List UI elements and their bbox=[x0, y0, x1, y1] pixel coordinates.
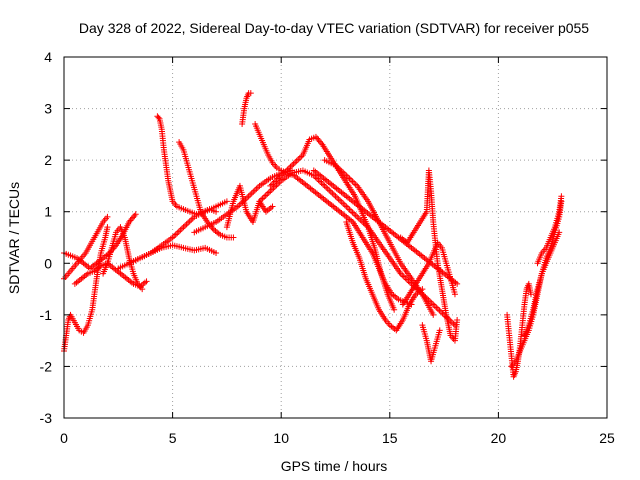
series-arc17 bbox=[321, 157, 437, 318]
series-arc18 bbox=[343, 219, 426, 334]
x-tick-label: 0 bbox=[60, 430, 68, 446]
data-point bbox=[558, 193, 565, 200]
data-point bbox=[454, 280, 461, 287]
data-point bbox=[419, 286, 426, 293]
x-tick-label: 10 bbox=[273, 430, 289, 446]
data-point bbox=[132, 211, 139, 218]
x-tick-label: 20 bbox=[491, 430, 507, 446]
data-point bbox=[527, 291, 534, 298]
y-tick-label: 4 bbox=[44, 49, 52, 65]
data-point bbox=[247, 90, 254, 97]
series-arc19 bbox=[397, 167, 461, 344]
series-arc25 bbox=[534, 193, 565, 267]
x-axis-label: GPS time / hours bbox=[281, 458, 388, 474]
chart-title: Day 328 of 2022, Sidereal Day-to-day VTE… bbox=[79, 20, 589, 36]
x-tick-label: 15 bbox=[382, 430, 398, 446]
series-arc11 bbox=[223, 182, 276, 231]
data-point bbox=[213, 249, 220, 256]
data-point bbox=[454, 317, 461, 324]
data-point bbox=[269, 203, 276, 210]
series-arc12 bbox=[239, 90, 254, 128]
x-tick-label: 5 bbox=[169, 430, 177, 446]
data-point bbox=[430, 311, 437, 318]
plot-frame bbox=[63, 56, 608, 419]
y-tick-label: -2 bbox=[40, 358, 53, 374]
series-arc5 bbox=[100, 224, 146, 293]
series-arc8 bbox=[154, 113, 220, 218]
series-arc14 bbox=[267, 133, 398, 313]
y-tick-label: -3 bbox=[40, 410, 53, 426]
data-point bbox=[391, 306, 398, 313]
data-point bbox=[155, 114, 162, 121]
y-tick-label: 0 bbox=[44, 255, 52, 271]
data-point bbox=[139, 286, 146, 293]
data-point bbox=[436, 327, 443, 334]
data-point bbox=[223, 198, 230, 205]
series-arc21 bbox=[419, 322, 443, 365]
axis-ticks bbox=[63, 56, 608, 419]
data-points bbox=[61, 90, 565, 380]
data-point bbox=[230, 234, 237, 241]
y-tick-label: 1 bbox=[44, 204, 52, 220]
data-point bbox=[143, 278, 150, 285]
series-arc24 bbox=[521, 229, 563, 339]
y-axis-label: SDTVAR / TECUs bbox=[6, 182, 22, 294]
data-point bbox=[213, 208, 220, 215]
data-point bbox=[556, 229, 563, 236]
data-point bbox=[451, 291, 458, 298]
tick-labels: 0 5 10 15 20 25 -3 -2 -1 0 1 2 3 4 bbox=[40, 49, 615, 446]
y-tick-label: 2 bbox=[44, 152, 52, 168]
y-tick-label: 3 bbox=[44, 101, 52, 117]
data-point bbox=[104, 213, 111, 220]
series-arc20 bbox=[399, 239, 458, 308]
series-arc9 bbox=[176, 139, 237, 241]
data-point bbox=[104, 224, 111, 231]
x-tick-label: 25 bbox=[599, 430, 615, 446]
y-tick-label: -1 bbox=[40, 307, 53, 323]
